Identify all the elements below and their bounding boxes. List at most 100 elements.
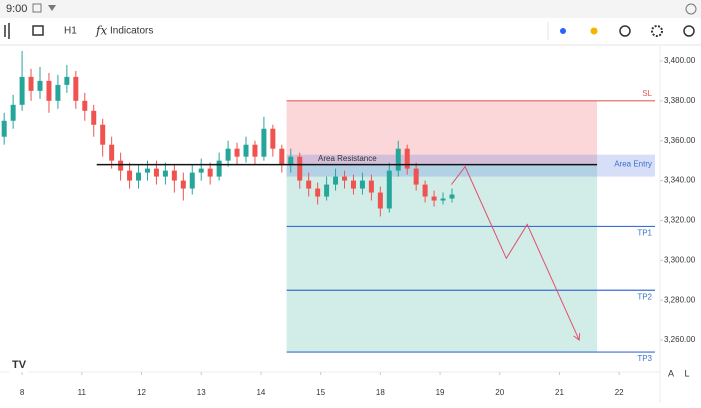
x-tick-label: 21	[555, 388, 564, 397]
y-tick-label: 3,380.00	[664, 96, 696, 105]
layout-icon[interactable]	[32, 25, 44, 36]
x-tick-label: 20	[495, 388, 504, 397]
candle-body	[279, 148, 285, 165]
candle-body	[243, 144, 249, 157]
x-tick-label: 18	[376, 388, 385, 397]
candle-body	[127, 170, 133, 181]
candle-body	[449, 194, 455, 199]
candle-body	[37, 80, 43, 91]
candle-body	[270, 128, 276, 149]
candle-body	[252, 144, 258, 157]
candle-body	[10, 104, 16, 121]
candle-body	[109, 144, 115, 161]
candle-body	[1, 120, 7, 137]
candle-body	[404, 148, 410, 169]
candle-icon[interactable]	[4, 23, 10, 39]
candle-body	[333, 176, 339, 185]
candle-body	[64, 76, 70, 85]
timeframe[interactable]: H1	[64, 26, 77, 37]
y-tick-label: 3,360.00	[664, 136, 696, 145]
plot: Area Resistance Area Entry SL TP1 TP2 TP3	[1, 50, 655, 363]
candle-body	[350, 180, 356, 189]
candle-body	[73, 76, 79, 101]
candle-body	[431, 196, 437, 201]
candle-body	[144, 168, 150, 173]
candle-body	[91, 110, 97, 125]
candle-body	[216, 160, 222, 177]
x-tick-label: 19	[436, 388, 445, 397]
target-zone	[286, 164, 598, 353]
indicators-button[interactable]: Indicators	[110, 26, 153, 37]
candle-body	[171, 170, 177, 181]
dot-icon[interactable]	[560, 28, 566, 34]
clock: 9:00	[6, 3, 27, 15]
sync-icon[interactable]	[683, 25, 695, 37]
candle-body	[162, 170, 168, 177]
candle-body	[288, 156, 294, 165]
level-label: TP3	[637, 354, 652, 363]
candle-body	[100, 124, 106, 145]
auto-scale[interactable]: A	[668, 368, 674, 378]
y-tick-label: 3,320.00	[664, 216, 696, 225]
x-tick-label: 11	[78, 388, 87, 397]
entry-label: Area Entry	[614, 160, 652, 169]
y-tick-label: 3,340.00	[664, 176, 696, 185]
projection-path	[450, 165, 580, 341]
candle-body	[19, 76, 25, 105]
resistance-label: Area Resistance	[318, 154, 377, 163]
candle-body	[297, 156, 303, 181]
candle-body	[82, 100, 88, 111]
status-bar	[0, 0, 701, 18]
candle-body	[28, 76, 34, 91]
candle-body	[422, 184, 428, 197]
level-label: TP1	[637, 229, 652, 238]
status-icon	[685, 3, 697, 15]
candle-body	[189, 172, 195, 189]
status-icon	[48, 5, 56, 11]
y-tick-label: 3,280.00	[664, 295, 696, 304]
logo	[8, 355, 30, 373]
candle-body	[261, 128, 267, 157]
fx-icon[interactable]: fx	[95, 24, 107, 38]
candle-body	[225, 148, 231, 161]
candle-body	[153, 168, 159, 177]
x-tick-label: 8	[20, 388, 25, 397]
theme-icon[interactable]	[590, 27, 598, 35]
candle-body	[198, 168, 204, 173]
candle-body	[342, 176, 348, 181]
candle-body	[306, 180, 312, 189]
candle-body	[413, 168, 419, 185]
candle-body	[55, 84, 61, 101]
x-tick-label: 13	[197, 388, 206, 397]
candle-body	[386, 170, 392, 209]
y-tick-label: 3,400.00	[664, 56, 696, 65]
y-tick-label: 3,300.00	[664, 255, 696, 264]
candle-body	[46, 80, 52, 101]
candle-body	[315, 188, 321, 197]
candle-body	[368, 180, 374, 193]
level-label: TP2	[637, 292, 652, 301]
y-tick-label: 3,260.00	[664, 335, 696, 344]
settings-icon[interactable]	[651, 25, 663, 37]
stop-zone	[286, 100, 598, 165]
candle-body	[234, 148, 240, 157]
candles	[1, 50, 455, 217]
log-scale[interactable]: L	[684, 368, 689, 378]
candle-body	[180, 180, 186, 189]
candle-body	[118, 160, 124, 171]
candle-body	[136, 172, 142, 181]
projection-arrowhead	[573, 333, 581, 342]
candle-body	[440, 198, 446, 201]
x-tick-label: 14	[256, 388, 265, 397]
candle-body	[207, 168, 213, 177]
candle-body	[359, 180, 365, 189]
level-label: SL	[642, 89, 652, 98]
logo-mark: TV	[12, 359, 27, 371]
candle-body	[395, 148, 401, 171]
candle-body	[377, 192, 383, 209]
reset-icon[interactable]	[619, 25, 631, 37]
x-tick-label: 22	[615, 388, 624, 397]
entry-area	[286, 154, 655, 177]
